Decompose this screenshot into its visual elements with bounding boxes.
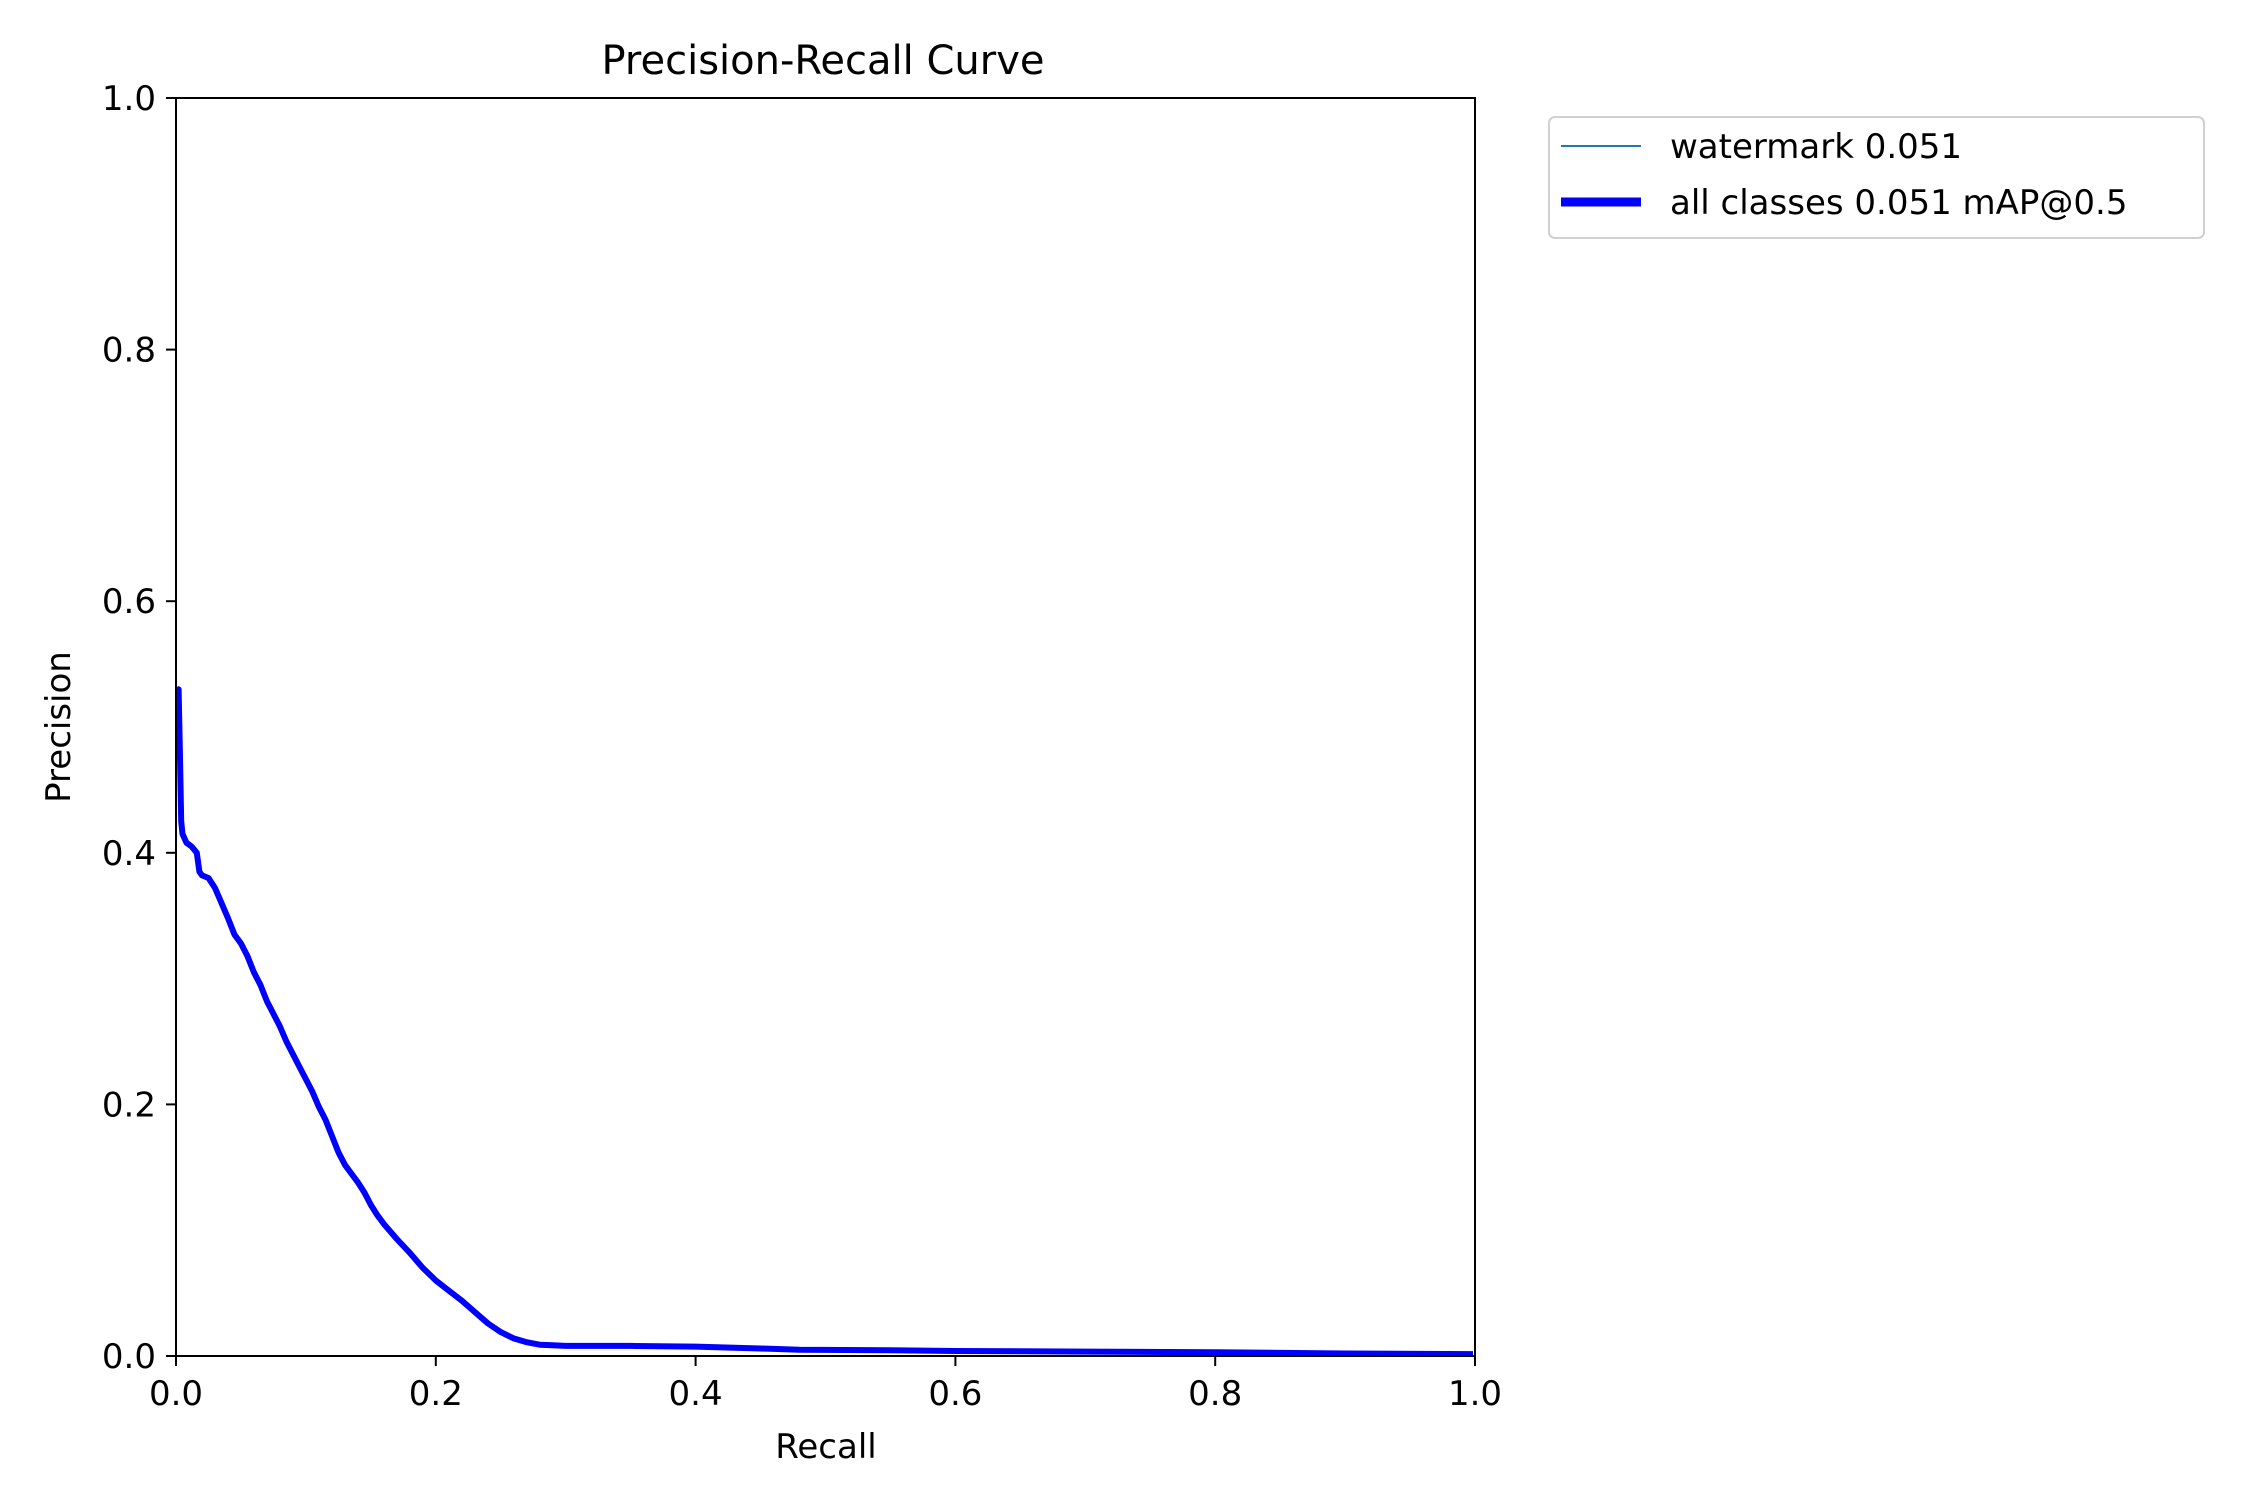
legend-label-all-classes: all classes 0.051 mAP@0.5 xyxy=(1670,183,2127,223)
y-tick-label: 0.0 xyxy=(102,1337,156,1377)
y-tick-label: 0.8 xyxy=(102,331,156,371)
series-layer xyxy=(175,686,1473,1356)
series-line-all-classes xyxy=(175,686,1473,1356)
y-tick-label: 0.2 xyxy=(102,1085,156,1125)
y-tick-label: 1.0 xyxy=(102,79,156,119)
x-axis-ticks: 0.0 0.2 0.4 0.6 0.8 1.0 xyxy=(149,1356,1502,1414)
x-tick-label: 0.6 xyxy=(928,1374,982,1414)
plot-area xyxy=(175,97,1476,1357)
chart-title: Precision-Recall Curve xyxy=(602,38,1045,84)
y-axis-title: Precision xyxy=(39,651,79,803)
legend-label-watermark: watermark 0.051 xyxy=(1670,127,1962,167)
x-tick-label: 1.0 xyxy=(1448,1374,1502,1414)
y-tick-label: 0.6 xyxy=(102,582,156,622)
x-tick-label: 0.4 xyxy=(669,1374,723,1414)
x-tick-label: 0.0 xyxy=(149,1374,203,1414)
legend: watermark 0.051 all classes 0.051 mAP@0.… xyxy=(1548,116,2205,239)
x-tick-label: 0.8 xyxy=(1188,1374,1242,1414)
y-tick-label: 0.4 xyxy=(102,834,156,874)
legend-box xyxy=(1548,116,2205,239)
x-tick-label: 0.2 xyxy=(409,1374,463,1414)
plot-frame xyxy=(175,97,1476,1357)
y-axis-ticks: 0.0 0.2 0.4 0.6 0.8 1.0 xyxy=(102,79,176,1377)
x-axis-title: Recall xyxy=(775,1427,876,1467)
